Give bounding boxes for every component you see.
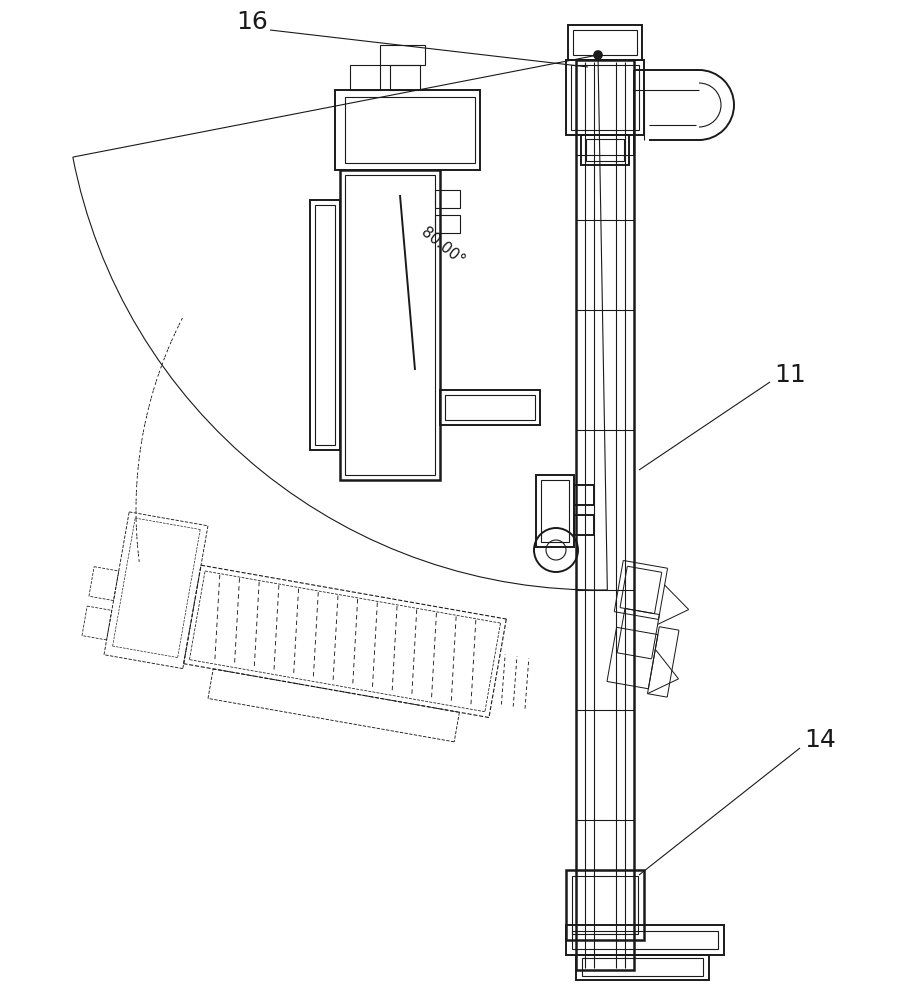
Bar xyxy=(582,958,703,976)
Bar xyxy=(380,45,425,65)
Text: 11: 11 xyxy=(774,363,806,387)
Bar xyxy=(572,876,638,934)
Bar xyxy=(576,955,709,980)
Bar xyxy=(440,390,540,425)
Bar xyxy=(581,135,629,165)
Bar xyxy=(340,170,440,480)
Bar xyxy=(576,60,634,970)
Text: 14: 14 xyxy=(804,728,836,752)
Bar xyxy=(345,175,435,475)
Bar xyxy=(315,205,335,445)
Bar xyxy=(566,60,644,135)
Bar xyxy=(572,931,718,949)
Bar xyxy=(435,215,460,233)
Bar xyxy=(445,395,535,420)
Bar xyxy=(541,480,569,542)
Bar xyxy=(568,25,642,60)
Bar xyxy=(310,200,340,450)
Bar xyxy=(536,475,574,547)
Bar xyxy=(435,190,460,208)
Bar xyxy=(345,97,475,163)
Bar xyxy=(571,65,639,130)
Text: 80.00°: 80.00° xyxy=(419,224,467,268)
Bar xyxy=(350,65,380,90)
Bar xyxy=(573,30,637,55)
Bar xyxy=(566,925,724,955)
Bar xyxy=(335,90,480,170)
Bar xyxy=(574,485,594,505)
Bar xyxy=(574,515,594,535)
Circle shape xyxy=(594,51,602,59)
Bar xyxy=(390,65,420,90)
Bar xyxy=(586,139,624,161)
Bar xyxy=(566,870,644,940)
Text: 16: 16 xyxy=(236,10,268,34)
